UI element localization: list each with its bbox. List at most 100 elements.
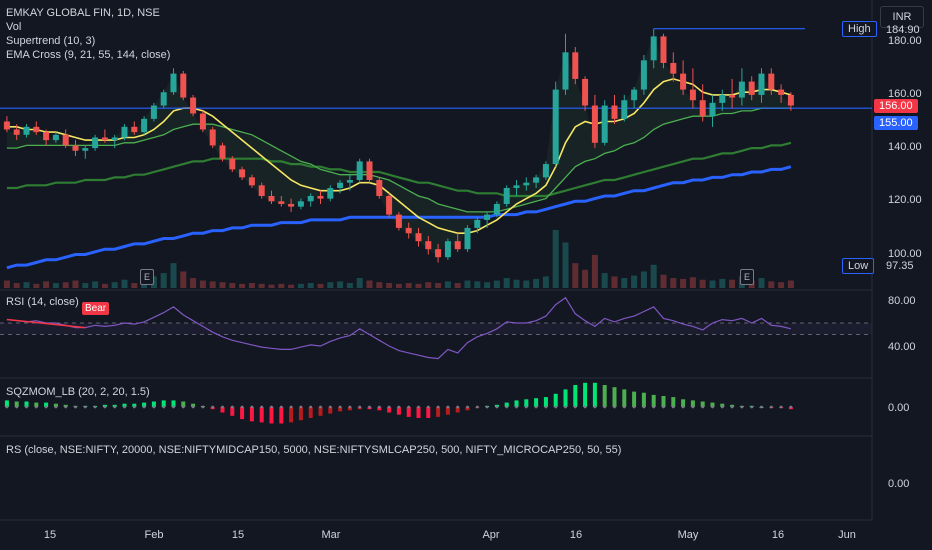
volume-bar bbox=[709, 280, 716, 288]
candle-body bbox=[425, 241, 432, 250]
volume-bar bbox=[101, 283, 108, 288]
squeeze-momentum-bar bbox=[142, 402, 147, 407]
squeeze-momentum-bar bbox=[44, 402, 49, 407]
candle-body bbox=[297, 201, 304, 207]
candle-body bbox=[493, 203, 500, 215]
squeeze-dot bbox=[44, 405, 48, 409]
squeeze-momentum-bar bbox=[681, 399, 686, 407]
candle-body bbox=[288, 203, 295, 207]
squeeze-dot bbox=[701, 405, 705, 409]
supertrend-indicator-label[interactable]: Supertrend (10, 3) bbox=[6, 35, 96, 47]
squeeze-momentum-bar bbox=[455, 407, 460, 413]
candle-body bbox=[464, 227, 471, 250]
volume-bar bbox=[288, 284, 295, 288]
time-tick-label: 15 bbox=[231, 529, 245, 541]
squeeze-dot bbox=[181, 405, 185, 409]
high-label-tag: High bbox=[842, 21, 877, 37]
squeeze-momentum-label[interactable]: SQZMOM_LB (20, 2, 20, 1.5) bbox=[6, 386, 150, 398]
volume-bar bbox=[160, 273, 167, 288]
volume-bar bbox=[493, 280, 500, 288]
volume-bar bbox=[278, 283, 285, 288]
squeeze-dot bbox=[456, 405, 460, 409]
volume-bar bbox=[523, 280, 530, 288]
candle-body bbox=[415, 233, 422, 242]
candle-body bbox=[337, 182, 344, 188]
squeeze-dot bbox=[201, 405, 205, 409]
squeeze-momentum-bar bbox=[622, 389, 627, 407]
candle-body bbox=[591, 105, 598, 143]
volume-bar bbox=[533, 278, 540, 288]
volume-bar bbox=[719, 278, 726, 288]
currency-button[interactable]: INR bbox=[880, 6, 924, 28]
squeeze-momentum-bar bbox=[563, 389, 568, 407]
squeeze-dot bbox=[632, 405, 636, 409]
candle-body bbox=[239, 169, 246, 178]
squeeze-momentum-bar bbox=[396, 407, 401, 415]
squeeze-dot bbox=[83, 405, 87, 409]
volume-bar bbox=[170, 263, 177, 288]
candle-body bbox=[611, 105, 618, 119]
candle-body bbox=[376, 180, 383, 196]
ema-cross-indicator-label[interactable]: EMA Cross (9, 21, 55, 144, close) bbox=[6, 49, 171, 61]
squeeze-momentum-bar bbox=[387, 407, 392, 413]
ema-21-line bbox=[6, 107, 791, 213]
candle-body bbox=[601, 105, 608, 143]
relative-strength-label[interactable]: RS (close, NSE:NIFTY, 20000, NSE:NIFTYMI… bbox=[6, 444, 622, 456]
horizontal-line-price-tag: 155.00 bbox=[874, 116, 918, 130]
candle-body bbox=[33, 126, 40, 133]
squeeze-dot bbox=[750, 405, 754, 409]
volume-bar bbox=[3, 280, 10, 288]
squeeze-momentum-bar bbox=[534, 398, 539, 407]
candle-body bbox=[327, 188, 334, 199]
volume-bar bbox=[248, 283, 255, 288]
earnings-event-marker[interactable]: E bbox=[140, 269, 154, 285]
squeeze-dot bbox=[789, 405, 793, 409]
volume-bar bbox=[758, 278, 765, 288]
volume-bar bbox=[190, 278, 197, 288]
candle-body bbox=[366, 161, 373, 181]
time-tick-label: 16 bbox=[569, 529, 583, 541]
squeeze-dot bbox=[681, 405, 685, 409]
volume-bar bbox=[405, 283, 412, 288]
earnings-event-marker[interactable]: E bbox=[740, 269, 754, 285]
squeeze-momentum-bar bbox=[690, 400, 695, 407]
rsi-tick-40: 40.00 bbox=[888, 341, 916, 353]
squeeze-dot bbox=[319, 405, 322, 409]
squeeze-dot bbox=[564, 405, 567, 409]
volume-bar bbox=[297, 283, 304, 288]
squeeze-momentum-bar bbox=[661, 396, 666, 407]
rsi-line bbox=[6, 296, 792, 360]
candle-body bbox=[101, 137, 108, 141]
volume-indicator-label[interactable]: Vol bbox=[6, 21, 22, 33]
volume-bar bbox=[778, 282, 785, 288]
last-price-tag: 156.00 bbox=[874, 99, 918, 113]
candle-body bbox=[121, 126, 128, 138]
squeeze-dot bbox=[613, 405, 616, 409]
squeeze-dot bbox=[583, 405, 587, 409]
volume-bar bbox=[425, 282, 432, 288]
rs-zero-tick: 0.00 bbox=[888, 478, 910, 490]
low-label-tag: Low bbox=[842, 258, 875, 274]
candle-body bbox=[650, 36, 657, 61]
candle-body bbox=[278, 201, 285, 204]
squeeze-momentum-bar bbox=[122, 403, 127, 407]
squeeze-dot bbox=[671, 405, 675, 409]
volume-bar bbox=[72, 280, 79, 288]
squeeze-dot bbox=[740, 405, 744, 409]
squeeze-momentum-bar bbox=[651, 394, 656, 407]
symbol-title[interactable]: EMKAY GLOBAL FIN, 1D, NSE bbox=[6, 7, 160, 19]
squeeze-dot bbox=[769, 405, 773, 409]
squeeze-dot bbox=[162, 405, 166, 409]
rsi-indicator-label[interactable]: RSI (14, close) bbox=[6, 296, 79, 308]
squeeze-momentum-bar bbox=[710, 402, 715, 407]
volume-bar bbox=[92, 281, 99, 288]
candle-body bbox=[474, 219, 481, 228]
volume-bar bbox=[640, 271, 647, 288]
squeeze-dot bbox=[270, 405, 273, 409]
volume-bar bbox=[239, 283, 246, 288]
squeeze-dot bbox=[642, 405, 646, 409]
volume-bar bbox=[631, 275, 638, 288]
squeeze-momentum-bar bbox=[504, 402, 509, 407]
candle-body bbox=[533, 177, 540, 183]
